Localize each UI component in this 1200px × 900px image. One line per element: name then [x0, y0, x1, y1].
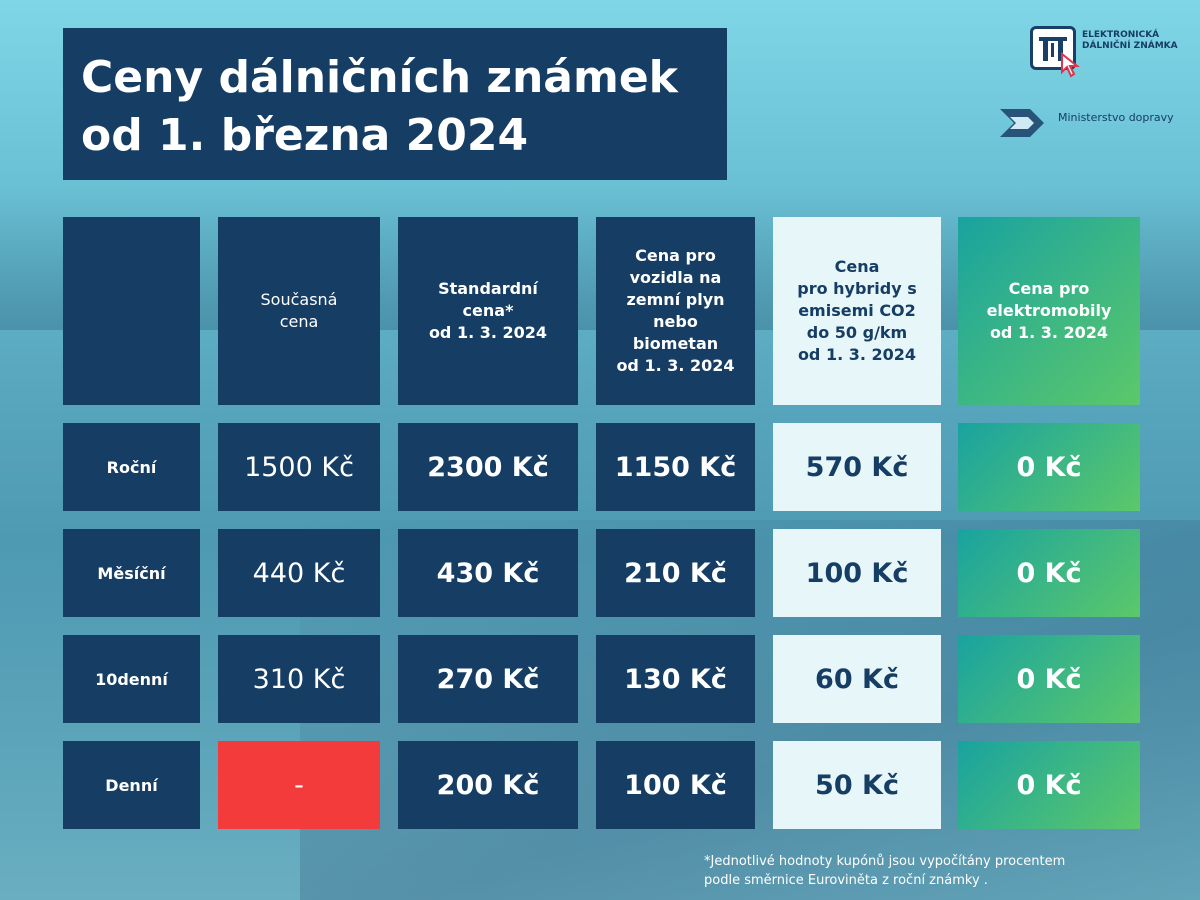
header-cell-3-text: Cena pro vozidla na zemní plyn nebo biom…	[616, 246, 735, 375]
price-cell: 210 Kč	[596, 529, 755, 617]
header-cell-1: Současná cena	[218, 217, 380, 405]
header-cell-5-text: Cena pro elektromobily od 1. 3. 2024	[986, 279, 1112, 342]
price-cell: 1150 Kč	[596, 423, 755, 511]
price-cell: -	[218, 741, 380, 829]
row-label: 10denní	[63, 635, 200, 723]
price-cell-text: 310 Kč	[252, 663, 346, 695]
row-label: Roční	[63, 423, 200, 511]
edz-logo: ELEKTRONICKÁ DÁLNIČNÍ ZNÁMKA	[1030, 26, 1180, 78]
header-cell-5: Cena pro elektromobily od 1. 3. 2024	[958, 217, 1140, 405]
row-label: Měsíční	[63, 529, 200, 617]
price-cell-text: 1150 Kč	[614, 451, 737, 483]
edz-logo-text: ELEKTRONICKÁ DÁLNIČNÍ ZNÁMKA	[1082, 30, 1178, 52]
header-cell-4: Cena pro hybridy s emisemi CO2 do 50 g/k…	[773, 217, 941, 405]
price-cell-text: 0 Kč	[1016, 557, 1082, 589]
ministry-logo: Ministerstvo dopravy	[1000, 103, 1190, 143]
price-cell-text: 130 Kč	[624, 663, 727, 695]
price-cell: 270 Kč	[398, 635, 578, 723]
price-cell: 1500 Kč	[218, 423, 380, 511]
ministry-chevron-icon	[1000, 109, 1044, 137]
footnote: *Jednotlivé hodnoty kupónů jsou vypočítá…	[704, 852, 1065, 890]
price-cell: 200 Kč	[398, 741, 578, 829]
price-cell: 570 Kč	[773, 423, 941, 511]
price-cell-text: 0 Kč	[1016, 769, 1082, 801]
ministry-name: Ministerstvo dopravy	[1058, 111, 1174, 124]
price-cell: 430 Kč	[398, 529, 578, 617]
footnote-line-1: *Jednotlivé hodnoty kupónů jsou vypočítá…	[704, 854, 1066, 869]
price-cell: 440 Kč	[218, 529, 380, 617]
price-cell-text: 0 Kč	[1016, 663, 1082, 695]
header-cell-2: Standardní cena* od 1. 3. 2024	[398, 217, 578, 405]
price-cell: 0 Kč	[958, 741, 1140, 829]
price-cell-text: 60 Kč	[815, 663, 899, 695]
cursor-icon	[1061, 52, 1080, 78]
price-cell-text: 200 Kč	[436, 769, 540, 801]
price-cell-text: 570 Kč	[805, 451, 909, 483]
price-cell-text: -	[294, 769, 304, 801]
price-cell: 0 Kč	[958, 423, 1140, 511]
price-cell-text: 430 Kč	[436, 557, 540, 589]
price-cell: 60 Kč	[773, 635, 941, 723]
price-cell: 50 Kč	[773, 741, 941, 829]
price-cell: 0 Kč	[958, 635, 1140, 723]
price-cell: 130 Kč	[596, 635, 755, 723]
price-cell-text: 270 Kč	[436, 663, 540, 695]
price-cell: 100 Kč	[596, 741, 755, 829]
header-cell-3: Cena pro vozidla na zemní plyn nebo biom…	[596, 217, 755, 405]
row-label-text: Denní	[105, 775, 158, 795]
price-cell-text: 210 Kč	[624, 557, 727, 589]
price-cell: 2300 Kč	[398, 423, 578, 511]
title-line-2: od 1. března 2024	[81, 110, 529, 161]
price-cell: 100 Kč	[773, 529, 941, 617]
header-cell-1-text: Současná cena	[260, 290, 338, 331]
price-cell-text: 0 Kč	[1016, 451, 1082, 483]
price-cell-text: 100 Kč	[624, 769, 727, 801]
header-cell-2-text: Standardní cena* od 1. 3. 2024	[428, 279, 548, 342]
price-cell: 0 Kč	[958, 529, 1140, 617]
row-label: Denní	[63, 741, 200, 829]
edz-logo-line-2: DÁLNIČNÍ ZNÁMKA	[1082, 41, 1178, 51]
header-cell-0	[63, 217, 200, 405]
price-cell-text: 440 Kč	[252, 557, 346, 589]
edz-logo-line-1: ELEKTRONICKÁ	[1082, 30, 1160, 40]
row-label-text: 10denní	[95, 669, 168, 689]
price-cell-text: 100 Kč	[805, 557, 909, 589]
title-line-1: Ceny dálničních známek	[81, 52, 678, 103]
price-cell-text: 1500 Kč	[244, 451, 354, 483]
row-label-text: Měsíční	[97, 563, 166, 583]
title-box: Ceny dálničních známek od 1. března 2024	[63, 28, 727, 180]
price-cell-text: 50 Kč	[815, 769, 899, 801]
price-cell: 310 Kč	[218, 635, 380, 723]
price-cell-text: 2300 Kč	[427, 451, 549, 483]
footnote-line-2: podle směrnice Euroviněta z roční známky…	[704, 873, 988, 888]
header-cell-4-text: Cena pro hybridy s emisemi CO2 do 50 g/k…	[797, 257, 917, 364]
row-label-text: Roční	[106, 457, 157, 477]
